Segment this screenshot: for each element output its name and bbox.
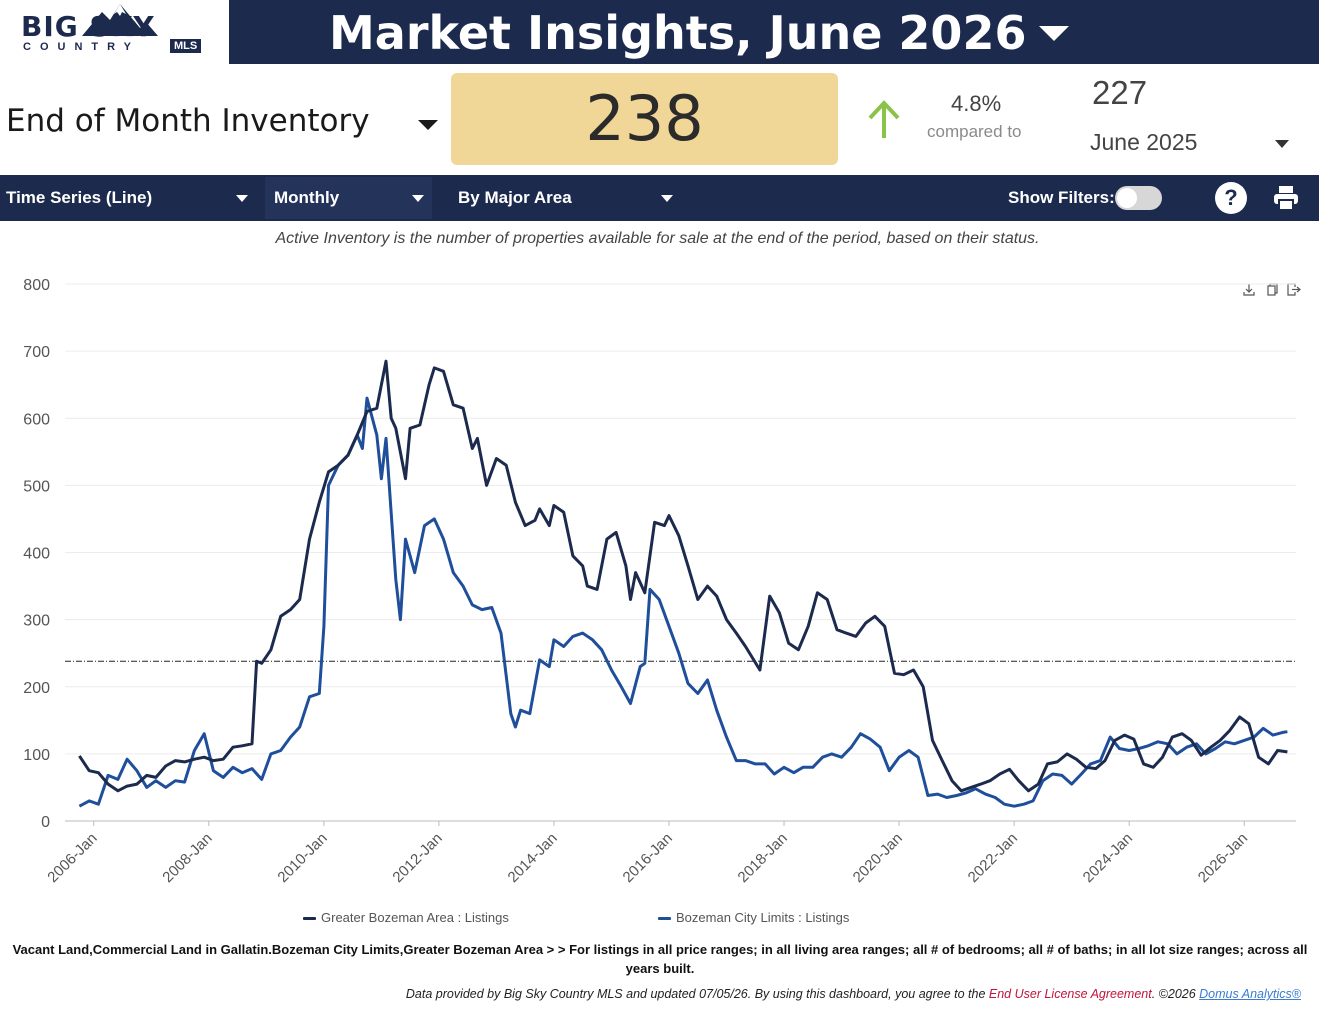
legend-greater-bozeman[interactable]: Greater Bozeman Area : Listings <box>303 910 509 925</box>
title-bar: Market Insights, June 2026 <box>229 0 1319 64</box>
series-line-greater-bozeman <box>78 359 1288 793</box>
domus-link[interactable]: Domus Analytics® <box>1199 987 1301 1001</box>
inventory-line-chart: 0 100 200 300 400 500 600 700 800 2006-Jan 2008-Ja… <box>23 277 1296 886</box>
x-tick-label: 2024-Jan <box>1080 830 1136 886</box>
logo-country: COUNTRY <box>23 41 140 53</box>
kpi-value: 238 <box>451 73 838 165</box>
footer-copyright: . ©2026 <box>1151 987 1200 1001</box>
mountain-logo-icon <box>82 4 158 36</box>
y-tick-label: 0 <box>41 814 50 831</box>
show-filters-toggle[interactable] <box>1115 186 1162 210</box>
change-percent: 4.8% <box>951 91 1002 116</box>
page-title: Market Insights, June 2026 <box>329 6 1027 60</box>
license-link[interactable]: End User License Agreement <box>988 987 1152 1001</box>
grouping-caret-icon[interactable] <box>661 195 673 202</box>
help-icon[interactable]: ? <box>1215 182 1247 214</box>
y-tick-label: 600 <box>23 411 50 428</box>
grouping-select[interactable]: By Major Area <box>458 188 572 207</box>
chart-subtitle: Active Inventory is the number of proper… <box>275 230 1040 247</box>
interval-select[interactable]: Monthly <box>274 188 340 207</box>
y-tick-label: 500 <box>23 478 50 495</box>
chart-type-select[interactable]: Time Series (Line) <box>6 188 153 207</box>
interval-caret-icon[interactable] <box>412 195 424 202</box>
series-line-bozeman-city <box>78 396 1288 808</box>
legend-swatch <box>658 917 671 921</box>
legend-label: Greater Bozeman Area : Listings <box>321 910 509 925</box>
big-sky-mls-logo[interactable]: BIG SKY COUNTRY MLS <box>0 0 229 64</box>
previous-value: 227 <box>1092 74 1148 111</box>
download-icon <box>1243 284 1255 296</box>
title-dropdown-caret-icon[interactable] <box>1039 26 1069 41</box>
x-tick-label: 2008-Jan <box>159 830 215 886</box>
x-tick-label: 2020-Jan <box>850 830 906 886</box>
x-tick-label: 2022-Jan <box>965 830 1021 886</box>
x-tick-label: 2010-Jan <box>274 830 330 886</box>
metric-dropdown-caret-icon[interactable] <box>418 120 438 130</box>
comparison-dropdown-caret-icon[interactable] <box>1275 140 1289 148</box>
toolbar: Time Series (Line) Monthly By Major Area… <box>0 175 1319 221</box>
x-tick-label: 2026-Jan <box>1195 830 1251 886</box>
legend-label: Bozeman City Limits : Listings <box>676 910 850 925</box>
logo-mls-badge: MLS <box>170 39 202 53</box>
x-tick-label: 2016-Jan <box>620 830 676 886</box>
up-arrow-icon <box>868 100 900 138</box>
y-tick-label: 200 <box>23 680 50 697</box>
chart-type-caret-icon[interactable] <box>236 195 248 202</box>
footer-text: Data provided by Big Sky Country MLS and… <box>405 987 989 1001</box>
y-tick-label: 700 <box>23 344 50 361</box>
x-tick-label: 2018-Jan <box>735 830 791 886</box>
y-tick-label: 300 <box>23 613 50 630</box>
compared-to-label: compared to <box>927 122 1022 141</box>
toggle-knob <box>1117 188 1137 208</box>
y-tick-label: 100 <box>23 747 50 764</box>
printer-icon[interactable] <box>1273 185 1299 211</box>
x-tick-label: 2014-Jan <box>505 830 561 886</box>
show-filters-label: Show Filters: <box>1008 188 1115 207</box>
y-tick-label: 400 <box>23 546 50 563</box>
filter-criteria-text: Vacant Land,Commercial Land in Gallatin.… <box>12 942 1308 976</box>
legend-bozeman-city[interactable]: Bozeman City Limits : Listings <box>658 910 849 925</box>
comparison-period-select[interactable]: June 2025 <box>1090 129 1198 155</box>
interval-select-bg <box>265 177 432 219</box>
y-tick-label: 800 <box>23 277 50 294</box>
metric-selector[interactable]: End of Month Inventory <box>6 103 370 139</box>
logo-wordmark: BIG SKY <box>21 10 155 43</box>
x-tick-label: 2012-Jan <box>389 830 445 886</box>
x-tick-label: 2006-Jan <box>44 830 100 886</box>
footer: Data provided by Big Sky Country MLS and… <box>406 987 1301 1001</box>
legend-swatch <box>303 917 316 921</box>
